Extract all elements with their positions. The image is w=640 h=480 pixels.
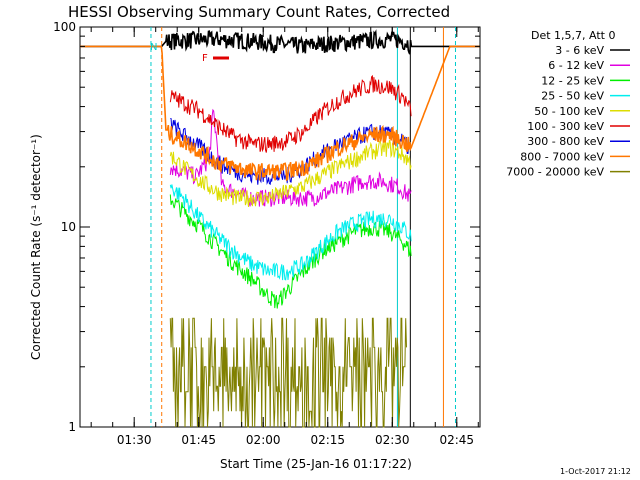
legend-label: 12 - 25 keV xyxy=(541,74,604,87)
legend-header: Det 1,5,7, Att 0 xyxy=(531,29,615,42)
y-axis: 1 10 100 xyxy=(53,20,480,434)
legend-label: 800 - 7000 keV xyxy=(520,150,604,163)
annotations: N F xyxy=(150,42,229,64)
y-tick-label: 10 xyxy=(61,220,76,234)
series-line-3to6keVkev xyxy=(80,29,480,55)
generation-timestamp: 1-Oct-2017 21:12 xyxy=(560,467,631,476)
series-line-300to800keVkev xyxy=(170,118,412,186)
x-tick-label: 01:45 xyxy=(181,433,216,447)
series-line-800to7000keVkev xyxy=(80,45,480,182)
legend: 3 - 6 keV 6 - 12 keV 12 - 25 keV 25 - 50 ke… xyxy=(506,44,630,179)
series-line-100to300keVkev xyxy=(169,74,412,153)
legend-label: 50 - 100 keV xyxy=(534,105,604,118)
series-line-6to12keVkev xyxy=(169,108,412,207)
legend-label: 25 - 50 keV xyxy=(541,90,604,103)
y-tick-label: 100 xyxy=(53,20,76,34)
legend-label: 100 - 300 keV xyxy=(527,120,604,133)
legend-label: 6 - 12 keV xyxy=(548,59,604,72)
x-tick-label: 02:30 xyxy=(375,433,410,447)
plot-frame xyxy=(79,26,481,428)
series-line-25to50keVkev xyxy=(169,184,412,281)
series-line-50to100keVkev xyxy=(169,139,412,207)
legend-label: 7000 - 20000 keV xyxy=(506,166,604,179)
flare-marker: F xyxy=(202,53,208,64)
legend-label: 3 - 6 keV xyxy=(555,44,604,57)
x-tick-label: 01:30 xyxy=(117,433,152,447)
x-axis-label: Start Time (25-Jan-16 01:17:22) xyxy=(220,457,412,471)
y-axis-label: Corrected Count Rate (s⁻¹ detector⁻¹) xyxy=(29,134,43,360)
night-marker: N xyxy=(150,42,157,53)
series-line-7000to20000keVkev xyxy=(169,317,407,428)
x-tick-label: 02:15 xyxy=(310,433,345,447)
x-tick-label: 02:00 xyxy=(246,433,281,447)
plot-area xyxy=(79,26,481,428)
data-marks xyxy=(80,27,480,428)
x-axis: 01:30 01:45 02:00 02:15 02:30 02:45 xyxy=(90,27,479,447)
y-tick-label: 1 xyxy=(68,420,76,434)
legend-label: 300 - 800 keV xyxy=(527,135,604,148)
series-line-12to25keVkev xyxy=(169,194,412,309)
chart-title: HESSI Observing Summary Count Rates, Cor… xyxy=(68,3,450,21)
x-tick-label: 02:45 xyxy=(439,433,474,447)
